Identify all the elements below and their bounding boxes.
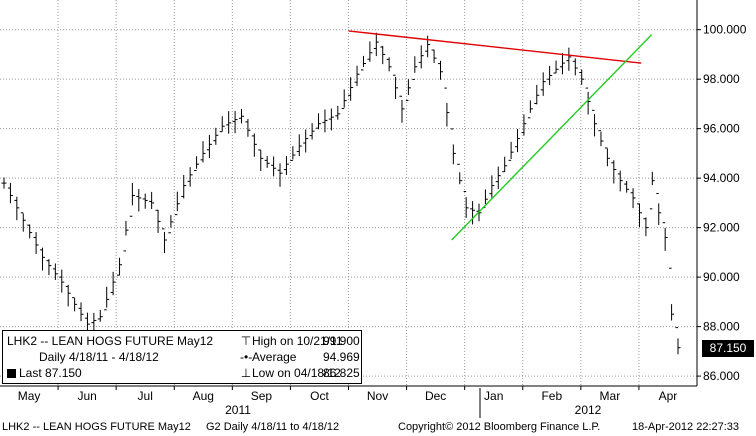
footer-period: G2 Daily 4/18/11 to 4/18/12: [206, 421, 340, 433]
x-tick-label: Jun: [77, 389, 96, 403]
price-chart: 86.000 88.000 90.000 92.000 94.000 96.000 98.0…: [0, 0, 747, 418]
legend-date-range: Daily 4/18/11 - 4/18/12: [39, 350, 159, 364]
x-tick-label: May: [18, 389, 41, 403]
y-tick-label: 98.000: [703, 72, 740, 86]
x-tick-label: Aug: [193, 389, 214, 403]
legend-high: ⊤High on 10/21/11: [240, 333, 343, 349]
average-marker-icon: -•-: [240, 350, 253, 364]
x-tick-label: Jan: [484, 389, 503, 403]
y-tick-label: 88.000: [703, 320, 740, 334]
last-swatch-icon: [7, 369, 16, 378]
high-marker-icon: ⊤: [240, 334, 252, 348]
legend-last-text: Last 87.150: [19, 366, 82, 380]
legend-low-value: 86.825: [323, 366, 360, 380]
y-tick-label: 94.000: [703, 171, 740, 185]
legend-average-value: 94.969: [323, 350, 360, 364]
x-tick-label: Feb: [541, 389, 562, 403]
chart-footer: LHK2 -- LEAN HOGS FUTURE May12 G2 Daily …: [0, 418, 756, 436]
y-tick-label: 86.000: [703, 369, 740, 383]
y-axis-ticks: 86.000 88.000 90.000 92.000 94.000 96.000 98.0…: [697, 23, 747, 383]
legend-average-label: Average: [252, 350, 297, 364]
x-tick-label: Apr: [659, 389, 678, 403]
footer-copyright: Copyright© 2012 Bloomberg Finance L.P.: [398, 421, 601, 433]
x-axis-ticks: May Jun Jul Aug Sep Oct Nov Dec Jan Feb Mar Apr: [18, 386, 678, 403]
legend-last: Last 87.150: [7, 365, 82, 381]
price-bars: [1, 32, 681, 355]
footer-datetime: 18-Apr-2012 22:27:33: [632, 421, 740, 433]
year-label-2011: 2011: [225, 403, 251, 417]
y-tick-label: 92.000: [703, 221, 740, 235]
red-trendline: [348, 30, 642, 64]
y-tick-label: 100.000: [703, 23, 747, 37]
y-tick-label: 90.000: [703, 270, 740, 284]
x-tick-label: Mar: [600, 389, 621, 403]
x-tick-label: Nov: [367, 389, 388, 403]
last-price-badge: 87.150: [702, 339, 754, 357]
chart-legend: LHK2 -- LEAN HOGS FUTURE May12 Daily 4/1…: [2, 330, 362, 384]
legend-high-value: 99.900: [323, 334, 360, 348]
x-tick-label: Oct: [310, 389, 329, 403]
year-label-2012: 2012: [575, 403, 602, 417]
low-marker-icon: ⊥: [240, 366, 252, 380]
x-tick-label: Dec: [425, 389, 446, 403]
legend-title: LHK2 -- LEAN HOGS FUTURE May12: [7, 334, 214, 348]
x-tick-label: Jul: [138, 389, 153, 403]
green-trendline: [451, 34, 653, 241]
legend-average: -•-Average: [240, 349, 296, 365]
legend-low-label: Low on 04/18/12: [252, 366, 341, 380]
x-tick-label: Sep: [251, 389, 273, 403]
legend-low: ⊥Low on 04/18/12: [240, 365, 341, 381]
y-tick-label: 96.000: [703, 122, 740, 136]
legend-high-label: High on 10/21/11: [252, 334, 343, 348]
footer-security: LHK2 -- LEAN HOGS FUTURE May12: [2, 421, 191, 433]
